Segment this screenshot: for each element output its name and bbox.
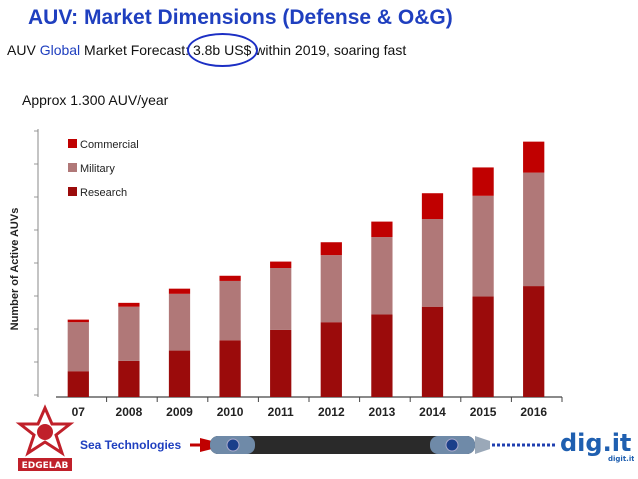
bar-research-2008 bbox=[118, 360, 140, 397]
x-tick-label: 2011 bbox=[268, 405, 294, 419]
bar-commercial-2016 bbox=[523, 141, 545, 173]
bar-military-2014 bbox=[421, 219, 444, 307]
digit-logo: dig.it digit.it bbox=[560, 429, 634, 463]
sea-technologies-label: Sea Technologies bbox=[80, 438, 182, 452]
bar-commercial-2008 bbox=[118, 302, 140, 307]
auv-hull bbox=[210, 436, 475, 454]
edgelab-star-icon bbox=[15, 404, 75, 457]
auv-vehicle-illustration bbox=[190, 436, 555, 454]
bar-military-2009 bbox=[168, 293, 191, 351]
edgelab-banner bbox=[18, 458, 72, 471]
legend-label-research: Research bbox=[80, 187, 127, 199]
x-tick-label: 2016 bbox=[520, 405, 547, 419]
legend-swatch-research bbox=[68, 187, 77, 196]
legend-label-military: Military bbox=[80, 163, 115, 175]
bar-research-2016 bbox=[523, 286, 545, 397]
legend-swatch-military bbox=[68, 163, 77, 172]
x-tick-label: 2008 bbox=[116, 405, 143, 419]
bar-commercial-2009 bbox=[168, 288, 191, 294]
bar-commercial-2015 bbox=[472, 167, 494, 196]
subtitle-suffix: within 2019, soaring fast bbox=[251, 42, 407, 58]
bar-military-2015 bbox=[472, 195, 494, 297]
bar-military-07 bbox=[67, 322, 89, 372]
bar-commercial-2010 bbox=[219, 275, 241, 281]
bar-military-2010 bbox=[219, 280, 241, 341]
auv-nose bbox=[475, 436, 490, 454]
y-axis-label: Number of Active AUVs bbox=[9, 208, 21, 331]
x-tick-label: 2010 bbox=[217, 405, 244, 419]
edgelab-core-icon bbox=[37, 424, 53, 440]
bar-commercial-2014 bbox=[421, 193, 444, 220]
market-forecast-line: AUV Global Market Forecast: 3.8b US$ wit… bbox=[7, 33, 407, 67]
bar-military-2008 bbox=[118, 306, 140, 361]
auv-front-sensor-icon bbox=[445, 438, 459, 452]
bar-military-2011 bbox=[270, 268, 292, 330]
bar-research-2011 bbox=[270, 329, 292, 397]
bar-military-2013 bbox=[371, 237, 393, 315]
approx-auv-per-year: Approx 1.300 AUV/year bbox=[22, 92, 169, 108]
edgelab-logo: EDGELAB bbox=[15, 404, 75, 471]
highlight-circle bbox=[186, 33, 259, 67]
legend-swatch-commercial bbox=[68, 139, 77, 148]
x-tick-label: 2013 bbox=[369, 405, 396, 419]
digit-logo-small-text: digit.it bbox=[608, 455, 634, 463]
subtitle-global: Global bbox=[39, 42, 81, 58]
bar-research-2014 bbox=[421, 306, 444, 397]
bar-research-2009 bbox=[168, 350, 191, 397]
subtitle-mid: Market Forecast: bbox=[80, 42, 193, 58]
subtitle-prefix: AUV bbox=[7, 42, 40, 58]
bar-commercial-2013 bbox=[371, 221, 393, 238]
bar-commercial-07 bbox=[67, 319, 89, 323]
x-tick-label: 2009 bbox=[166, 405, 193, 419]
x-tick-label: 2014 bbox=[419, 405, 446, 419]
auv-rear-sensor-icon bbox=[226, 438, 240, 452]
bar-research-2010 bbox=[219, 340, 241, 397]
bar-research-2013 bbox=[371, 314, 393, 397]
x-tick-label: 07 bbox=[72, 405, 86, 419]
forecast-value-highlight: 3.8b US$ bbox=[186, 33, 259, 67]
slide-title: AUV: Market Dimensions (Defense & O&G) bbox=[28, 6, 453, 29]
bar-research-2012 bbox=[320, 322, 342, 397]
digit-logo-text: dig.it bbox=[560, 429, 631, 457]
bar-military-2016 bbox=[523, 172, 545, 287]
bar-military-2012 bbox=[320, 255, 342, 323]
auv-tail-fin bbox=[200, 438, 212, 452]
legend-label-commercial: Commercial bbox=[80, 139, 139, 151]
edgelab-logo-text: EDGELAB bbox=[22, 461, 69, 471]
bar-commercial-2012 bbox=[320, 242, 342, 256]
bar-commercial-2011 bbox=[270, 261, 292, 269]
active-auvs-chart: Number of Active AUVs 07 2008 2009 2010 2011 2… bbox=[9, 129, 563, 419]
x-tick-label: 2015 bbox=[470, 405, 497, 419]
bar-research-07 bbox=[67, 371, 89, 397]
x-tick-label: 2012 bbox=[318, 405, 345, 419]
bar-research-2015 bbox=[472, 296, 494, 397]
